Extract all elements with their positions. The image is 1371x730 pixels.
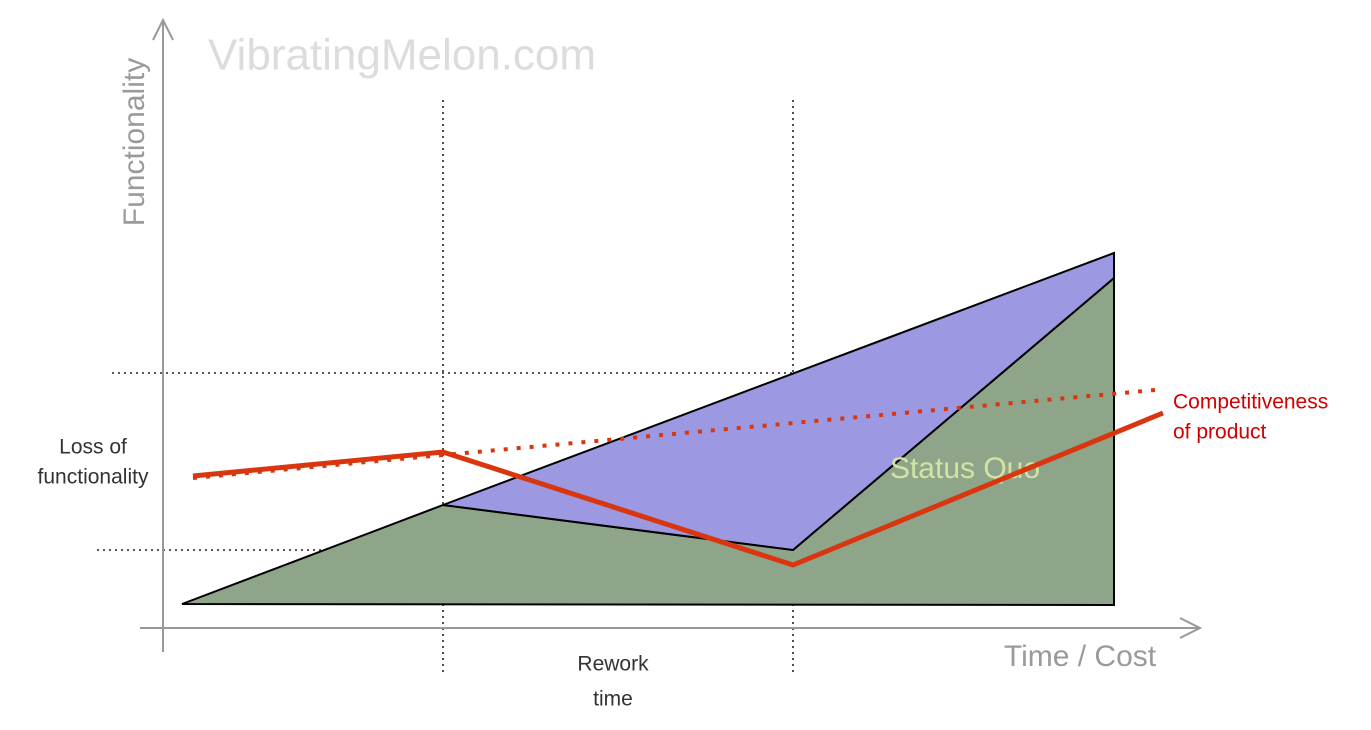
x-axis-arrow <box>1179 617 1203 639</box>
status-quo-label: Status Quo <box>890 452 1040 485</box>
y-axis-arrow <box>152 17 174 41</box>
annotation: functionality <box>38 466 149 489</box>
competitiveness-line <box>192 410 1164 568</box>
annotation: Loss of <box>59 436 127 459</box>
rework-area <box>442 251 1115 552</box>
annotation: time <box>593 688 633 711</box>
annotation: Competitiveness <box>1173 391 1328 414</box>
annotation: Rework <box>577 653 649 676</box>
annotation: of product <box>1173 421 1267 444</box>
x-axis-label: Time / Cost <box>1004 640 1157 673</box>
watermark: VibratingMelon.com <box>208 31 596 80</box>
y-axis-label: Functionality <box>118 58 151 226</box>
